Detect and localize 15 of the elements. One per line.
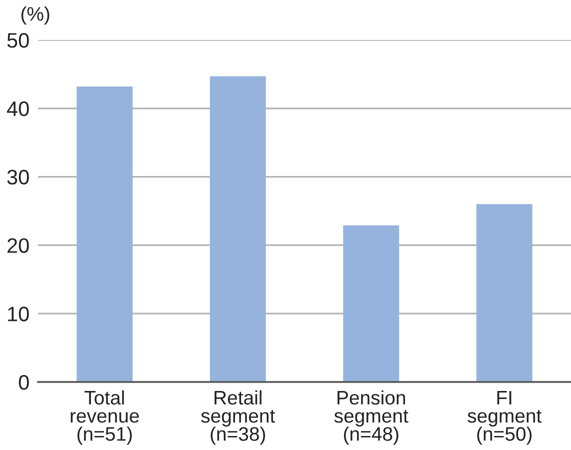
y-tick-label: 50 bbox=[7, 33, 29, 48]
x-tick-label: FI segment (n=50) bbox=[468, 391, 542, 445]
x-tick-label: Total revenue (n=51) bbox=[70, 390, 139, 445]
y-tick-label: 40 bbox=[6, 101, 29, 116]
bar bbox=[476, 204, 532, 382]
y-axis-title: (%) bbox=[21, 6, 50, 25]
bar bbox=[343, 225, 400, 382]
bar bbox=[76, 86, 133, 382]
y-tick-label: 10 bbox=[8, 306, 29, 322]
y-tick-label: 0 bbox=[18, 375, 29, 390]
y-tick-label: 30 bbox=[7, 170, 29, 185]
bar bbox=[210, 76, 266, 382]
x-tick-label: Pension segment (n=48) bbox=[334, 390, 408, 445]
y-tick-label: 20 bbox=[8, 238, 29, 253]
x-tick-label: Retail segment (n=38) bbox=[201, 390, 276, 445]
